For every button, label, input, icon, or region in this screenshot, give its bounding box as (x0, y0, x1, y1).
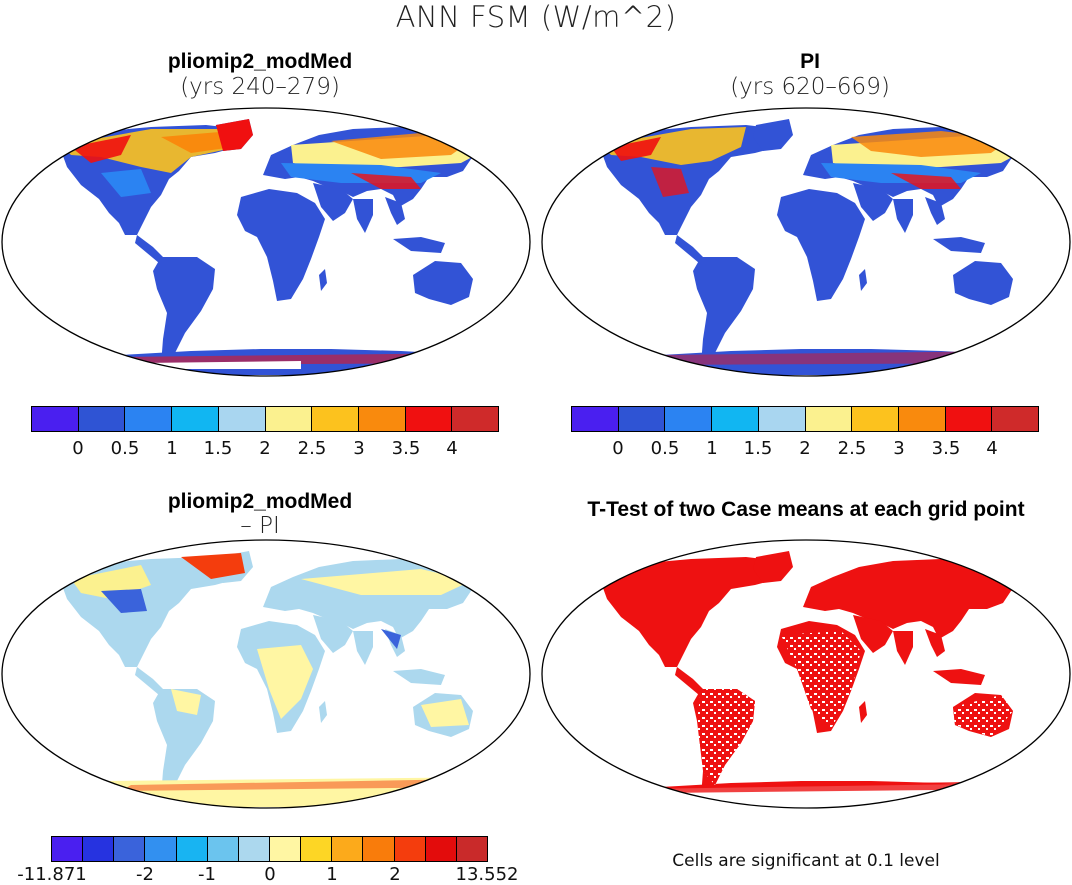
colorbar-swatch (425, 837, 457, 861)
colorbar-swatch (176, 837, 208, 861)
map-bottom-left (1, 539, 531, 809)
colorbar-swatch (456, 837, 487, 861)
colorbar-swatch (172, 407, 219, 431)
colorbar-swatch (758, 407, 806, 431)
colorbar-swatch (265, 407, 313, 431)
colorbar-tick: 1.5 (203, 438, 233, 459)
colorbar-swatch (32, 407, 79, 431)
colorbar-swatch (665, 407, 713, 431)
colorbar-swatch (363, 837, 395, 861)
colorbar-swatch (207, 837, 239, 861)
colorbar-tick: 0.5 (110, 438, 140, 459)
panel-title-bottom-left: pliomip2_modMed (167, 490, 353, 513)
colorbar-swatch (218, 407, 266, 431)
colorbar-tick: 4 (446, 438, 458, 459)
colorbar-swatch (312, 407, 359, 431)
colorbar-swatch (301, 837, 333, 861)
colorbar-swatch (83, 837, 115, 861)
panel-title-top-right: PI (800, 50, 820, 73)
colorbar-swatch (452, 407, 499, 431)
colorbar-tick: -11.871 (17, 864, 87, 885)
panel-subtitle-bottom-left: – PI (240, 513, 280, 539)
colorbar-swatch (852, 407, 899, 431)
colorbar-tick: 0 (612, 438, 624, 459)
colorbar-tick: -2 (136, 864, 154, 885)
colorbar-swatch (114, 837, 146, 861)
colorbar-swatch (618, 407, 666, 431)
panel-title-bottom-right: T-Test of two Case means at each grid po… (587, 498, 1025, 521)
panel-subtitle-top-right: (yrs 620–669) (730, 74, 890, 100)
colorbar-swatch (992, 407, 1039, 431)
colorbar-tick: 3 (893, 438, 905, 459)
colorbar-tick: 2.5 (297, 438, 327, 459)
colorbar-swatch (405, 407, 453, 431)
colorbar-swatch (78, 407, 126, 431)
colorbar-swatch (898, 407, 946, 431)
colorbar-swatch (945, 407, 993, 431)
colorbar-swatch (332, 837, 364, 861)
colorbar-tick: 2 (799, 438, 811, 459)
colorbar-tick: 1 (166, 438, 178, 459)
colorbar-tick: 1 (706, 438, 718, 459)
figure-title: ANN FSM (W/m^2) (395, 0, 677, 34)
colorbar-tick: 2 (389, 864, 401, 885)
colorbar-swatch (125, 407, 173, 431)
colorbar-tick: 1 (326, 864, 338, 885)
colorbar-top-right (571, 406, 1039, 432)
colorbar-swatch (145, 837, 177, 861)
colorbar-tick: 0.5 (650, 438, 680, 459)
colorbar-top-left (31, 406, 499, 432)
map-bottom-right (541, 539, 1071, 809)
colorbar-swatch (238, 837, 270, 861)
colorbar-swatch (358, 407, 406, 431)
panel-title-top-left: pliomip2_modMed (167, 50, 353, 73)
colorbar-tick: 2.5 (837, 438, 867, 459)
map-top-left (1, 107, 531, 377)
colorbar-tick: 0 (264, 864, 276, 885)
colorbar-swatch (269, 837, 302, 861)
significance-note: Cells are significant at 0.1 level (672, 851, 940, 871)
colorbar-swatch (52, 837, 84, 861)
colorbar-tick: 13.552 (455, 864, 519, 885)
panel-subtitle-top-left: (yrs 240–279) (180, 74, 340, 100)
colorbar-tick: -1 (198, 864, 216, 885)
map-top-right (541, 107, 1071, 377)
colorbar-swatch (572, 407, 619, 431)
colorbar-tick: 3.5 (931, 438, 961, 459)
colorbar-swatch (394, 837, 426, 861)
colorbar-tick: 3.5 (391, 438, 421, 459)
colorbar-swatch (805, 407, 853, 431)
colorbar-tick: 3 (353, 438, 365, 459)
colorbar-tick: 0 (72, 438, 84, 459)
colorbar-tick: 1.5 (743, 438, 773, 459)
colorbar-bottom-left (51, 836, 488, 862)
colorbar-tick: 4 (986, 438, 998, 459)
colorbar-tick: 2 (259, 438, 271, 459)
colorbar-swatch (712, 407, 759, 431)
